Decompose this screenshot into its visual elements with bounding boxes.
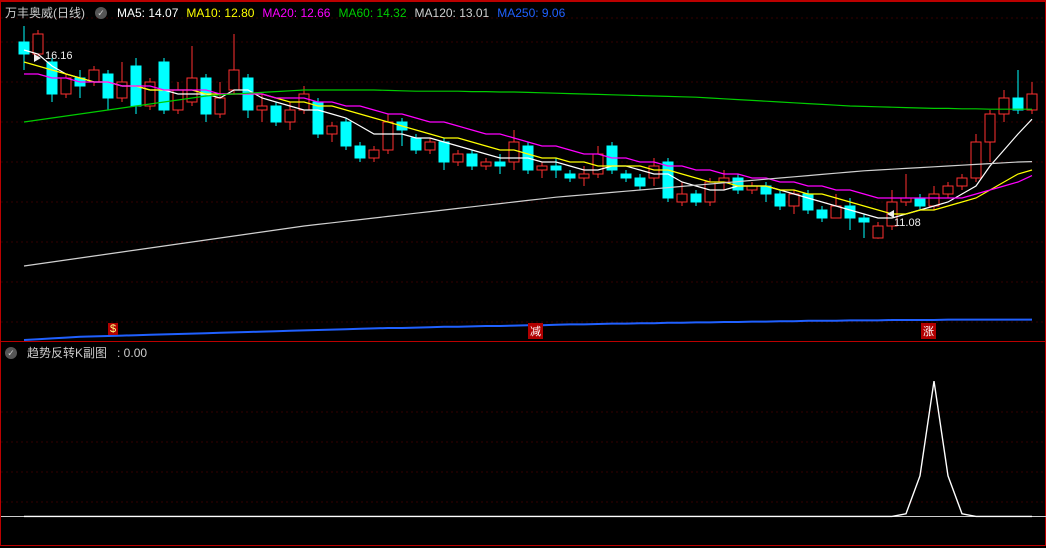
sub-indicator-chart[interactable] — [1, 342, 1046, 548]
ma-legend-ma120: MA120: 13.01 — [415, 6, 490, 20]
toggle-sub-icon[interactable]: ✓ — [5, 347, 17, 359]
stock-title: 万丰奥威(日线) — [5, 4, 85, 21]
ma-legend: MA5: 14.07 MA10: 12.80 MA20: 12.66 MA60: 14… — [117, 6, 573, 20]
candlestick-chart[interactable] — [1, 2, 1046, 342]
main-header: 万丰奥威(日线) ✓ MA5: 14.07 MA10: 12.80 MA20: 12… — [5, 4, 573, 21]
main-chart-panel[interactable]: 万丰奥威(日线) ✓ MA5: 14.07 MA10: 12.80 MA20: 12… — [1, 1, 1045, 341]
price-label: 11.08 — [894, 217, 921, 229]
ma-legend-ma20: MA20: 12.66 — [262, 6, 330, 20]
ma-legend-ma5: MA5: 14.07 — [117, 6, 178, 20]
ma-legend-ma60: MA60: 14.32 — [338, 6, 406, 20]
ma-legend-ma10: MA10: 12.80 — [186, 6, 254, 20]
ma-legend-ma250: MA250: 9.06 — [497, 6, 565, 20]
toggle-icon[interactable]: ✓ — [95, 7, 107, 19]
sub-chart-panel[interactable]: ✓ 趋势反转K副图 : 0.00 — [1, 341, 1045, 547]
sub-value: : 0.00 — [117, 346, 147, 360]
price-label: 16.16 — [45, 50, 73, 62]
sub-title: 趋势反转K副图 — [27, 344, 107, 361]
marker-减: 减 — [528, 323, 543, 339]
marker-涨: 涨 — [921, 323, 936, 339]
marker-$: $ — [108, 323, 118, 335]
sub-header: ✓ 趋势反转K副图 : 0.00 — [5, 344, 147, 361]
